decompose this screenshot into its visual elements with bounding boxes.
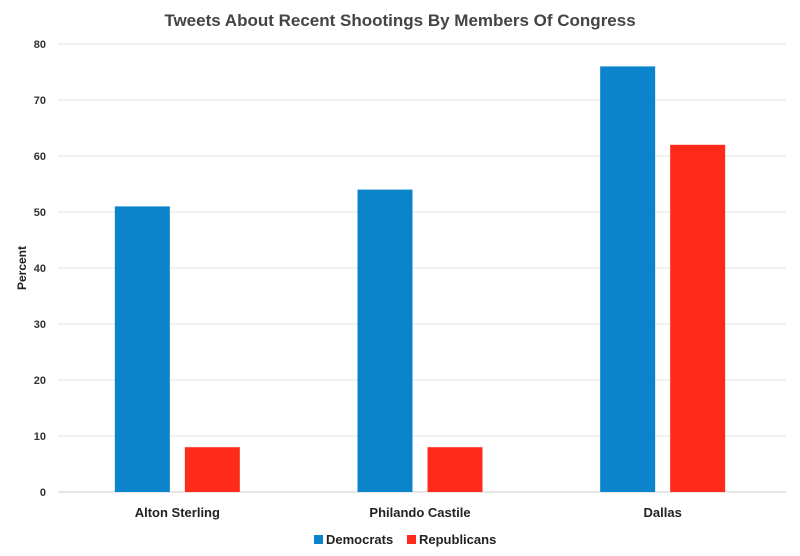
y-tick-label: 70 [34,95,46,107]
bar-republicans-philando-castile [427,447,483,492]
y-tick-label: 20 [34,375,46,387]
y-tick-label: 50 [34,207,46,219]
bar-democrats-alton-sterling [114,206,170,492]
legend-label-republicans: Republicans [419,532,496,547]
gridlines [58,43,786,493]
bar-democrats-philando-castile [357,189,413,492]
y-tick-label: 80 [34,39,46,51]
bar-democrats-dallas [600,66,656,493]
legend-swatch-republicans [407,535,416,544]
y-axis-ticks: 0 10 20 30 40 50 60 70 80 [34,39,46,499]
y-tick-label: 10 [34,431,46,443]
y-tick-label: 30 [34,319,46,331]
x-axis-categories: Alton Sterling Philando Castile Dallas [135,505,682,520]
legend: Democrats Republicans [314,532,496,547]
bars [114,66,726,493]
y-tick-label: 60 [34,151,46,163]
x-category-label: Dallas [644,505,682,520]
bar-republicans-alton-sterling [184,447,240,492]
y-tick-label: 40 [34,263,46,275]
y-tick-label: 0 [40,487,46,499]
chart-title: Tweets About Recent Shootings By Members… [164,11,635,30]
x-category-label: Philando Castile [369,505,470,520]
y-axis-label: Percent [15,246,29,290]
bar-republicans-dallas [670,144,726,493]
x-category-label: Alton Sterling [135,505,220,520]
legend-swatch-democrats [314,535,323,544]
legend-label-democrats: Democrats [326,532,393,547]
